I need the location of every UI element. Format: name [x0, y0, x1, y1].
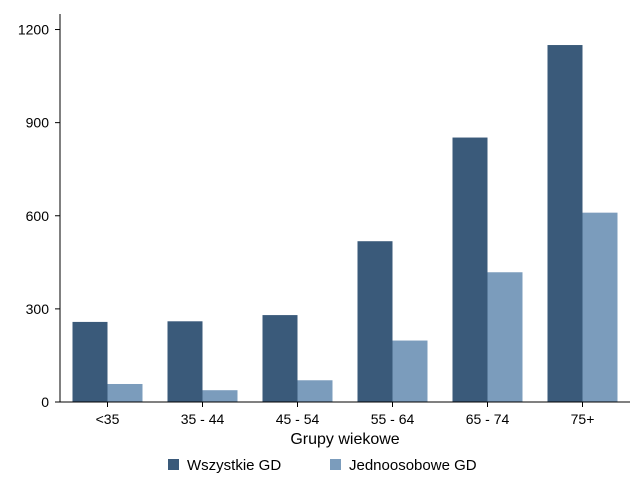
x-tick-label: 55 - 64 [371, 411, 415, 427]
bar-wszystkie-5 [547, 45, 583, 402]
legend: Wszystkie GD Jednoosobowe GD [168, 457, 477, 474]
bar-jednoosobowe-2 [297, 380, 333, 402]
x-tick-label: 75+ [571, 411, 595, 427]
bar-jednoosobowe-5 [582, 212, 618, 402]
x-tick-label: 65 - 74 [466, 411, 510, 427]
bar-jednoosobowe-0 [107, 383, 143, 402]
plot-area [72, 45, 618, 403]
y-tick-label: 600 [26, 208, 50, 224]
y-tick-label: 300 [26, 301, 50, 317]
legend-label-1: Jednoosobowe GD [349, 457, 477, 474]
bar-jednoosobowe-3 [392, 340, 428, 402]
y-tick-label: 0 [41, 394, 49, 410]
x-tick-label: 45 - 54 [276, 411, 320, 427]
legend-swatch-0 [168, 459, 179, 470]
legend-label-0: Wszystkie GD [187, 457, 281, 474]
bar-wszystkie-4 [452, 137, 488, 403]
bar-jednoosobowe-4 [487, 272, 523, 402]
bar-jednoosobowe-1 [202, 390, 238, 402]
legend-swatch-1 [330, 459, 341, 470]
y-tick-label: 900 [26, 115, 50, 131]
x-axis-ticks: <35 35 - 44 45 - 54 55 - 64 65 - 74 75+ [96, 402, 595, 427]
bar-wszystkie-1 [167, 321, 203, 402]
bar-wszystkie-3 [357, 241, 393, 402]
bar-wszystkie-0 [72, 321, 108, 402]
y-tick-label: 1200 [18, 22, 49, 38]
x-tick-label: <35 [96, 411, 120, 427]
y-axis-ticks: 0 300 600 900 1200 [18, 22, 60, 410]
x-axis-title: Grupy wiekowe [290, 431, 399, 448]
bar-wszystkie-2 [262, 315, 298, 402]
x-tick-label: 35 - 44 [181, 411, 225, 427]
